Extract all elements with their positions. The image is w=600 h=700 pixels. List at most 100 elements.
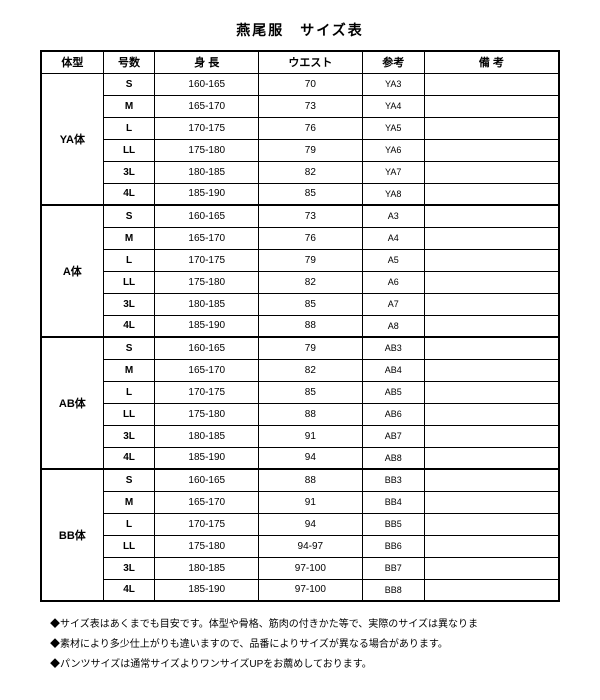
- notes-cell: [424, 491, 559, 513]
- height-cell: 165-170: [155, 491, 259, 513]
- height-cell: 165-170: [155, 227, 259, 249]
- reference-cell: A3: [362, 205, 424, 227]
- table-row: L170-17594BB5: [41, 513, 559, 535]
- table-row: L170-17585AB5: [41, 381, 559, 403]
- table-row: LL175-18088AB6: [41, 403, 559, 425]
- height-cell: 170-175: [155, 117, 259, 139]
- waist-cell: 94: [259, 513, 363, 535]
- notes-cell: [424, 227, 559, 249]
- reference-cell: BB6: [362, 535, 424, 557]
- reference-cell: YA7: [362, 161, 424, 183]
- table-row: 4L185-19097-100BB8: [41, 579, 559, 601]
- body-type-cell: AB体: [41, 337, 103, 469]
- note-line: ◆素材により多少仕上がりも違いますので、品番によりサイズが異なる場合があります。: [50, 636, 560, 654]
- reference-cell: A6: [362, 271, 424, 293]
- notes-cell: [424, 359, 559, 381]
- table-row: 3L180-18597-100BB7: [41, 557, 559, 579]
- header-taiki: 体型: [41, 51, 103, 73]
- waist-cell: 73: [259, 95, 363, 117]
- reference-cell: BB7: [362, 557, 424, 579]
- waist-cell: 88: [259, 469, 363, 491]
- reference-cell: BB8: [362, 579, 424, 601]
- height-cell: 175-180: [155, 271, 259, 293]
- reference-cell: A8: [362, 315, 424, 337]
- table-row: LL175-18094-97BB6: [41, 535, 559, 557]
- size-table: 体型 号数 身 長 ウエスト 参考 備 考 YA体S160-16570YA3M1…: [40, 50, 560, 602]
- notes-cell: [424, 447, 559, 469]
- reference-cell: AB7: [362, 425, 424, 447]
- table-row: 4L185-19088A8: [41, 315, 559, 337]
- height-cell: 165-170: [155, 359, 259, 381]
- height-cell: 170-175: [155, 513, 259, 535]
- waist-cell: 94-97: [259, 535, 363, 557]
- notes-cell: [424, 183, 559, 205]
- height-cell: 165-170: [155, 95, 259, 117]
- waist-cell: 97-100: [259, 557, 363, 579]
- size-cell: 4L: [103, 183, 155, 205]
- header-gousuu: 号数: [103, 51, 155, 73]
- reference-cell: AB8: [362, 447, 424, 469]
- height-cell: 170-175: [155, 249, 259, 271]
- table-row: LL175-18082A6: [41, 271, 559, 293]
- notes-cell: [424, 293, 559, 315]
- body-type-cell: YA体: [41, 73, 103, 205]
- waist-cell: 79: [259, 249, 363, 271]
- body-type-cell: BB体: [41, 469, 103, 601]
- height-cell: 160-165: [155, 469, 259, 491]
- waist-cell: 73: [259, 205, 363, 227]
- size-cell: L: [103, 249, 155, 271]
- notes-cell: [424, 117, 559, 139]
- size-cell: M: [103, 359, 155, 381]
- notes-cell: [424, 425, 559, 447]
- size-cell: S: [103, 73, 155, 95]
- header-bikou: 備 考: [424, 51, 559, 73]
- height-cell: 160-165: [155, 73, 259, 95]
- notes-cell: [424, 205, 559, 227]
- reference-cell: AB4: [362, 359, 424, 381]
- waist-cell: 79: [259, 139, 363, 161]
- table-header-row: 体型 号数 身 長 ウエスト 参考 備 考: [41, 51, 559, 73]
- size-cell: S: [103, 337, 155, 359]
- notes-cell: [424, 249, 559, 271]
- table-row: M165-17073YA4: [41, 95, 559, 117]
- height-cell: 175-180: [155, 535, 259, 557]
- table-row: M165-17082AB4: [41, 359, 559, 381]
- reference-cell: BB3: [362, 469, 424, 491]
- reference-cell: BB5: [362, 513, 424, 535]
- table-row: L170-17579A5: [41, 249, 559, 271]
- notes-cell: [424, 381, 559, 403]
- waist-cell: 94: [259, 447, 363, 469]
- height-cell: 185-190: [155, 183, 259, 205]
- header-shinchou: 身 長: [155, 51, 259, 73]
- table-row: M165-17076A4: [41, 227, 559, 249]
- size-cell: L: [103, 513, 155, 535]
- size-cell: S: [103, 469, 155, 491]
- waist-cell: 82: [259, 271, 363, 293]
- size-cell: L: [103, 117, 155, 139]
- height-cell: 175-180: [155, 403, 259, 425]
- notes-cell: [424, 513, 559, 535]
- size-cell: S: [103, 205, 155, 227]
- reference-cell: YA8: [362, 183, 424, 205]
- notes-cell: [424, 95, 559, 117]
- notes-cell: [424, 403, 559, 425]
- reference-cell: A5: [362, 249, 424, 271]
- reference-cell: YA6: [362, 139, 424, 161]
- height-cell: 175-180: [155, 139, 259, 161]
- reference-cell: YA3: [362, 73, 424, 95]
- notes-cell: [424, 161, 559, 183]
- table-row: L170-17576YA5: [41, 117, 559, 139]
- size-cell: 4L: [103, 447, 155, 469]
- height-cell: 180-185: [155, 293, 259, 315]
- height-cell: 185-190: [155, 315, 259, 337]
- size-cell: M: [103, 227, 155, 249]
- notes-section: ◆サイズ表はあくまでも目安です。体型や骨格、筋肉の付きかた等で、実際のサイズは異…: [40, 616, 560, 674]
- size-cell: 4L: [103, 579, 155, 601]
- table-row: 3L180-18585A7: [41, 293, 559, 315]
- waist-cell: 85: [259, 293, 363, 315]
- size-cell: LL: [103, 139, 155, 161]
- waist-cell: 76: [259, 227, 363, 249]
- notes-cell: [424, 579, 559, 601]
- note-line: ◆サイズ表はあくまでも目安です。体型や骨格、筋肉の付きかた等で、実際のサイズは異…: [50, 616, 560, 634]
- notes-cell: [424, 337, 559, 359]
